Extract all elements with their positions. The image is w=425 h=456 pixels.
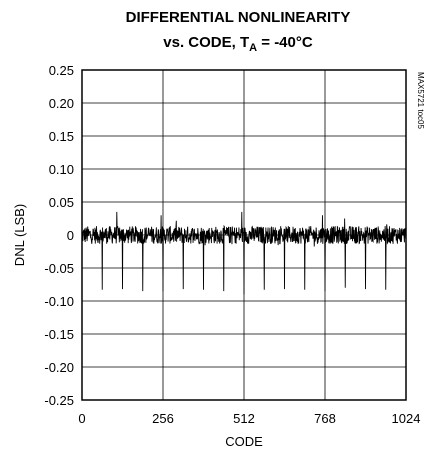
plot-frame — [81, 69, 407, 401]
x-tick-label: 256 — [152, 411, 174, 426]
chart-title-line2: vs. CODE, TA = -40°C — [163, 34, 313, 54]
y-tick-label: -0.20 — [44, 360, 74, 375]
y-axis-label: DNL (LSB) — [12, 204, 27, 266]
y-tick-label: 0 — [67, 228, 74, 243]
y-tick-label: -0.10 — [44, 294, 74, 309]
y-tick-label: -0.25 — [44, 393, 74, 408]
figure-code-note: MAX5721 toc05 — [416, 72, 425, 129]
y-tick-label: 0.20 — [49, 96, 74, 111]
x-axis-label: CODE — [225, 434, 263, 449]
plot-area — [81, 211, 407, 295]
x-tick-label: 512 — [233, 411, 255, 426]
dnl-series-line — [81, 211, 407, 295]
y-tick-label: 0.05 — [49, 195, 74, 210]
x-tick-label: 0 — [78, 411, 85, 426]
x-tick-label: 768 — [314, 411, 336, 426]
chart-title-line1: DIFFERENTIAL NONLINEARITY — [126, 9, 351, 26]
y-tick-label: 0.25 — [49, 63, 74, 78]
y-tick-label: 0.15 — [49, 129, 74, 144]
y-tick-label: -0.15 — [44, 327, 74, 342]
y-tick-label: -0.05 — [44, 261, 74, 276]
y-tick-label: 0.10 — [49, 162, 74, 177]
tick-labels: 0.25 0.20 0.15 0.10 0.05 0 -0.05 -0.10 -0.15 -0.2… — [44, 63, 420, 426]
x-tick-label: 1024 — [392, 411, 421, 426]
